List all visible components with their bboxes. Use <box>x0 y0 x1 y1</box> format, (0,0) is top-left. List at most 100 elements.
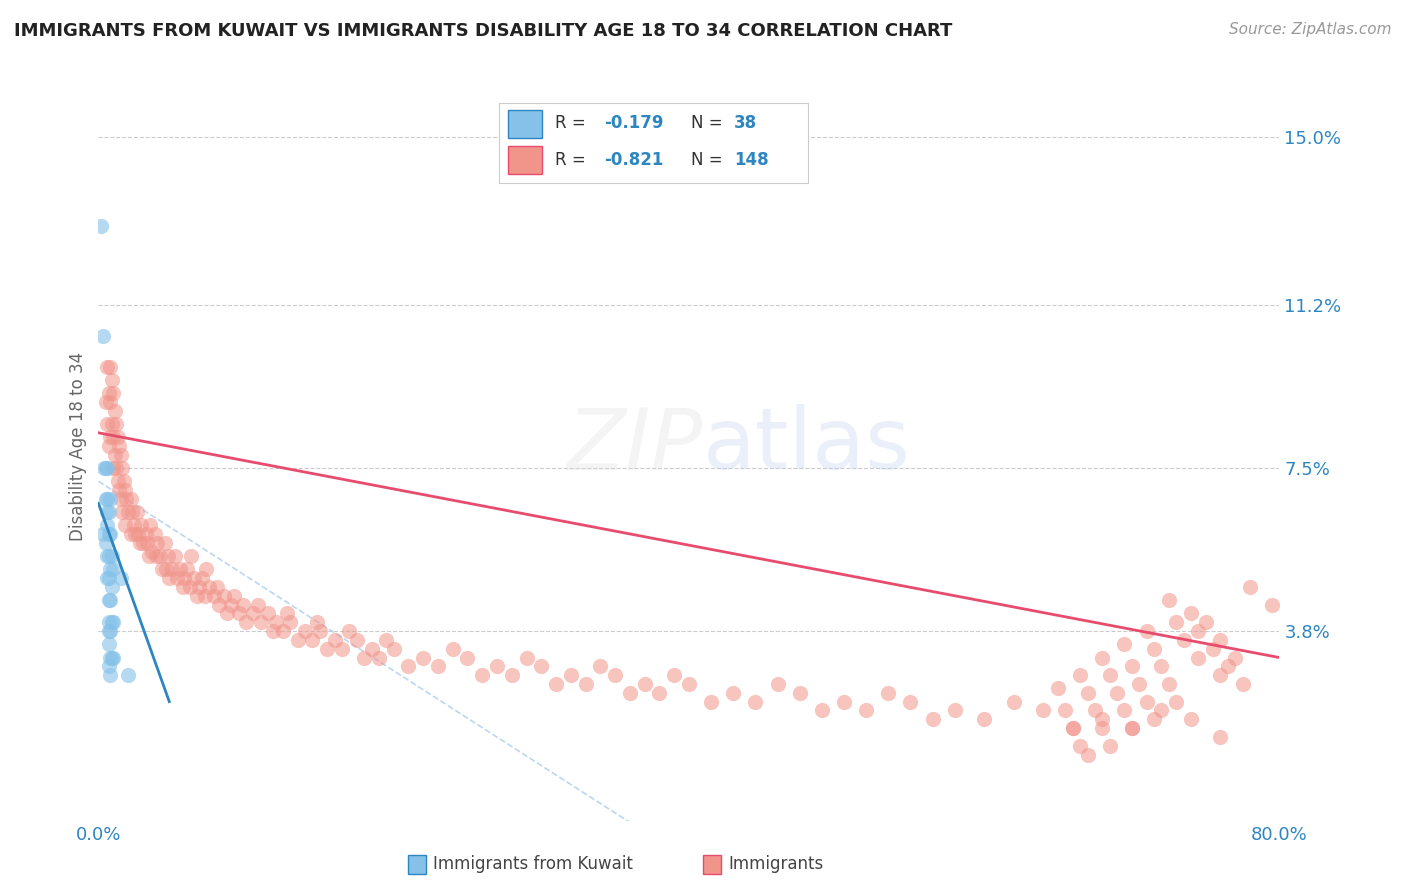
Text: N =: N = <box>690 151 728 169</box>
Point <box>744 695 766 709</box>
Point <box>250 615 273 630</box>
Point <box>398 659 420 673</box>
Point <box>1077 747 1099 762</box>
Point <box>172 580 194 594</box>
Point <box>97 659 120 673</box>
Point <box>145 549 167 564</box>
Point <box>246 598 269 612</box>
Text: 38: 38 <box>734 114 758 132</box>
Point <box>1232 677 1254 691</box>
Point <box>1121 659 1143 673</box>
Point <box>205 580 228 594</box>
Point <box>228 607 250 621</box>
Point <box>186 589 208 603</box>
Point <box>98 562 121 576</box>
Point <box>96 518 118 533</box>
Point <box>339 624 361 639</box>
Point <box>100 615 122 630</box>
Point <box>117 668 139 682</box>
Point <box>271 624 294 639</box>
Point <box>1166 615 1188 630</box>
Point <box>97 505 120 519</box>
Point <box>221 598 243 612</box>
Point <box>832 695 855 709</box>
Point <box>501 668 523 682</box>
Point <box>330 641 353 656</box>
Point <box>232 598 254 612</box>
Point <box>198 580 221 594</box>
Point <box>112 475 135 489</box>
Point <box>1216 659 1239 673</box>
Point <box>97 439 120 453</box>
Point <box>115 491 138 506</box>
Point <box>412 650 434 665</box>
Point <box>97 615 120 630</box>
Point <box>98 491 121 506</box>
Point <box>1054 703 1077 717</box>
Point <box>120 527 142 541</box>
Point <box>973 712 995 726</box>
Point <box>1114 637 1136 651</box>
Point <box>1114 703 1136 717</box>
Point <box>257 607 280 621</box>
Point <box>1261 598 1284 612</box>
Point <box>1202 641 1225 656</box>
Point <box>305 615 328 630</box>
Text: -0.179: -0.179 <box>605 114 664 132</box>
Point <box>1084 703 1107 717</box>
Point <box>105 417 128 431</box>
Point <box>165 549 187 564</box>
Point <box>789 686 811 700</box>
Text: R =: R = <box>555 114 591 132</box>
Point <box>1187 650 1209 665</box>
Point <box>100 417 122 431</box>
Point <box>94 461 117 475</box>
Point <box>97 571 120 585</box>
Point <box>471 668 494 682</box>
Point <box>1157 593 1180 607</box>
Point <box>900 695 922 709</box>
Point <box>98 395 121 409</box>
Point <box>1069 739 1091 753</box>
Point <box>98 593 121 607</box>
Point <box>98 359 121 374</box>
Point <box>104 403 127 417</box>
Point <box>108 483 131 497</box>
Point <box>180 549 202 564</box>
Point <box>111 461 134 475</box>
Point <box>183 571 205 585</box>
Point <box>104 448 127 462</box>
Point <box>100 549 122 564</box>
Point <box>107 475 129 489</box>
Text: atlas: atlas <box>703 404 911 488</box>
Point <box>139 518 162 533</box>
Point <box>94 491 117 506</box>
Point <box>301 632 323 647</box>
Point <box>208 598 231 612</box>
Text: IMMIGRANTS FROM KUWAIT VS IMMIGRANTS DISABILITY AGE 18 TO 34 CORRELATION CHART: IMMIGRANTS FROM KUWAIT VS IMMIGRANTS DIS… <box>14 22 952 40</box>
Point <box>162 562 183 576</box>
Point <box>105 461 128 475</box>
Point <box>124 527 146 541</box>
Point <box>96 571 118 585</box>
Point <box>146 536 169 550</box>
FancyBboxPatch shape <box>509 110 543 138</box>
Point <box>96 461 118 475</box>
Point <box>575 677 598 691</box>
Point <box>215 607 238 621</box>
Point <box>1180 607 1202 621</box>
Point <box>103 430 125 444</box>
Point <box>316 641 339 656</box>
Point <box>287 632 309 647</box>
Y-axis label: Disability Age 18 to 34: Disability Age 18 to 34 <box>69 351 87 541</box>
Point <box>141 545 163 559</box>
Point <box>1157 677 1180 691</box>
Point <box>323 632 346 647</box>
Point <box>1098 668 1121 682</box>
Point <box>648 686 671 700</box>
Point <box>100 373 122 387</box>
Point <box>93 461 115 475</box>
Point <box>1069 668 1091 682</box>
Point <box>97 527 120 541</box>
Text: -0.821: -0.821 <box>605 151 664 169</box>
